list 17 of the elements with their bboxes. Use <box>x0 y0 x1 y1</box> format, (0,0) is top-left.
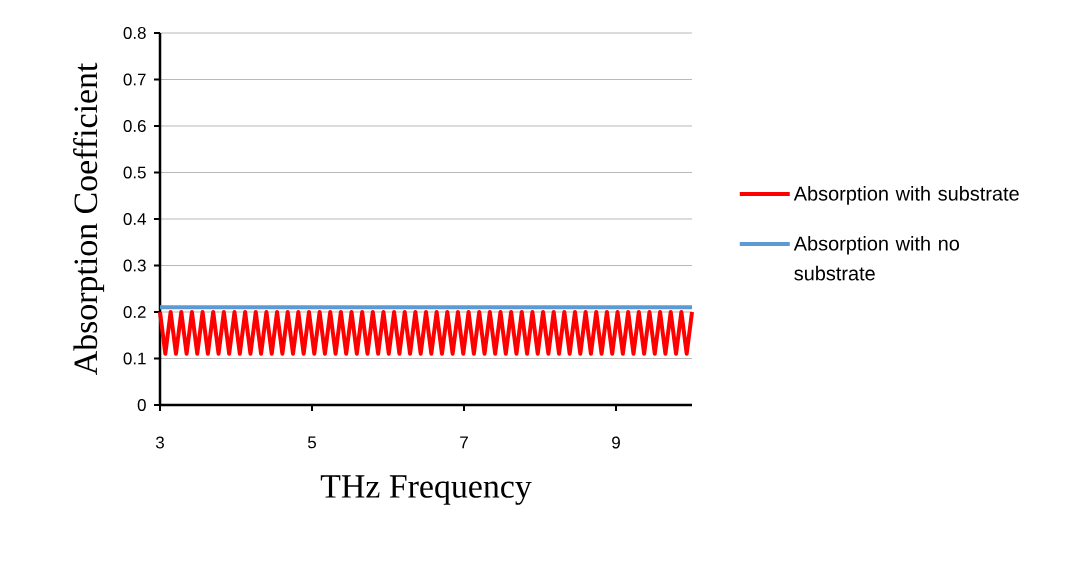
y-tick-label: 0.5 <box>123 166 146 179</box>
y-tick-label: 0 <box>137 398 146 411</box>
x-tick-label: 9 <box>612 436 620 449</box>
y-tick-label: 0.8 <box>123 26 146 39</box>
x-axis-title: THz Frequency <box>320 475 532 505</box>
y-tick-label: 0.7 <box>123 73 146 86</box>
legend-label: Absorption with no substrate <box>793 235 960 281</box>
x-tick-label: 3 <box>155 436 164 449</box>
y-tick-label: 0.4 <box>123 212 146 225</box>
y-tick-label: 0.1 <box>123 352 146 365</box>
legend-label: Absorption with substrate <box>793 186 1019 205</box>
y-tick-label: 0.2 <box>123 305 146 318</box>
y-tick-label: 0.6 <box>123 119 146 132</box>
y-tick-label: 0.3 <box>123 259 146 272</box>
x-tick-label: 7 <box>460 436 468 449</box>
y-axis-title: Absorption Coefficient <box>73 62 105 375</box>
x-tick-label: 5 <box>307 436 316 449</box>
